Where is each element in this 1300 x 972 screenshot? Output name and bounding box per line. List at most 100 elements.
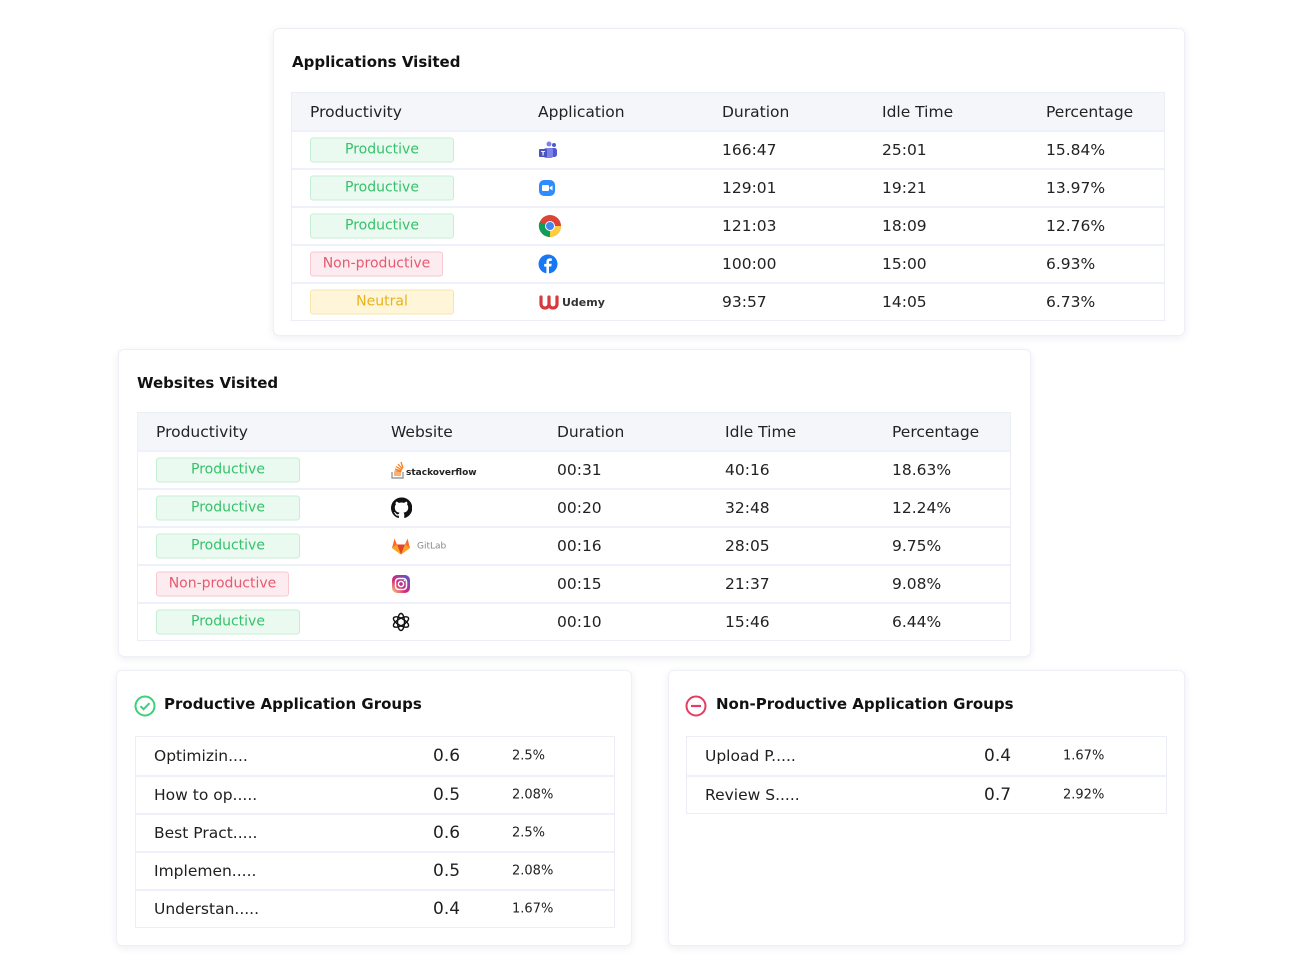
idle-value: 32:48: [725, 499, 770, 517]
productivity-badge: Non-productive: [156, 571, 289, 597]
percentage-value: 9.08%: [892, 575, 942, 593]
idle-value: 21:37: [725, 575, 770, 593]
group-percentage: 1.67%: [512, 901, 554, 917]
idle-value: 14:05: [882, 293, 927, 311]
group-percentage: 2.5%: [512, 825, 546, 841]
group-name: Review S.....: [705, 786, 800, 804]
productivity-badge: Non-productive: [310, 251, 443, 277]
idle-value: 40:16: [725, 461, 770, 479]
productivity-badge: Productive: [156, 609, 300, 635]
column-header: Productivity: [156, 422, 248, 441]
percentage-value: 13.97%: [1046, 179, 1106, 197]
table-row[interactable]: Non-productive 100:00 15:00 6.93%: [292, 244, 1164, 282]
openai-icon: [391, 612, 411, 632]
group-name: Optimizin....: [154, 747, 248, 765]
productivity-badge: Productive: [156, 495, 300, 521]
group-row[interactable]: Optimizin.... 0.6 2.5%: [136, 737, 614, 775]
idle-value: 18:09: [882, 217, 927, 235]
percentage-value: 12.76%: [1046, 217, 1106, 235]
group-name: Best Pract.....: [154, 824, 258, 842]
group-row[interactable]: Implemen..... 0.5 2.08%: [136, 851, 614, 889]
duration-value: 00:31: [557, 461, 602, 479]
duration-value: 93:57: [722, 293, 767, 311]
logo-text: GitLab: [417, 541, 447, 551]
percentage-value: 12.24%: [892, 499, 952, 517]
column-header: Idle Time: [882, 102, 954, 121]
productivity-badge: Productive: [310, 213, 454, 239]
gitlab-icon: GitLab: [391, 537, 446, 556]
duration-value: 100:00: [722, 255, 777, 273]
logo-text: stackoverflow: [406, 468, 477, 478]
percentage-value: 18.63%: [892, 461, 952, 479]
minus-circle-icon: [685, 695, 707, 717]
idle-value: 19:21: [882, 179, 927, 197]
productive-groups-card: Productive Application Groups Optimizin.…: [116, 670, 632, 946]
group-percentage: 1.67%: [1063, 748, 1105, 764]
duration-value: 00:20: [557, 499, 602, 517]
card-title: Productive Application Groups: [164, 695, 422, 713]
productivity-badge: Neutral: [310, 289, 454, 315]
table-row[interactable]: Productive 121:03 18:09 12.76%: [292, 206, 1164, 244]
group-value: 0.5: [433, 785, 461, 805]
table-header: Productivity Website Duration Idle Time Perc…: [138, 413, 1010, 450]
duration-value: 00:15: [557, 575, 602, 593]
idle-value: 15:46: [725, 613, 770, 631]
chrome-icon: [538, 214, 562, 238]
group-row[interactable]: Upload P..... 0.4 1.67%: [687, 737, 1166, 775]
table-row[interactable]: Productive GitLab 00:16 28:05 9.75%: [138, 526, 1010, 564]
column-header: Application: [538, 102, 625, 121]
instagram-icon: [391, 574, 411, 594]
group-row[interactable]: Understan..... 0.4 1.67%: [136, 889, 614, 927]
svg-text:T: T: [541, 151, 546, 158]
group-row[interactable]: Best Pract..... 0.6 2.5%: [136, 813, 614, 851]
teams-icon: T: [538, 141, 558, 159]
table-row[interactable]: Non-productive 00:15 21:37 9.08%: [138, 564, 1010, 602]
stackoverflow-icon: stackoverflow: [391, 461, 477, 479]
group-name: How to op.....: [154, 786, 258, 804]
github-icon: [391, 497, 412, 519]
table-row[interactable]: Productive 129:01 19:21 13.97%: [292, 168, 1164, 206]
group-name: Implemen.....: [154, 862, 257, 880]
column-header: Percentage: [892, 422, 980, 441]
group-value: 0.5: [433, 861, 461, 881]
card-title: Non-Productive Application Groups: [716, 695, 1014, 713]
duration-value: 00:16: [557, 537, 602, 555]
idle-value: 15:00: [882, 255, 927, 273]
productivity-badge: Productive: [310, 137, 454, 163]
idle-value: 25:01: [882, 141, 927, 159]
group-value: 0.4: [433, 899, 461, 919]
websites-table: Productivity Website Duration Idle Time Perc…: [137, 412, 1011, 641]
table-row[interactable]: Productive 00:10 15:46 6.44%: [138, 602, 1010, 640]
group-value: 0.4: [984, 746, 1012, 766]
table-header: Productivity Application Duration Idle Time…: [292, 93, 1164, 130]
udemy-icon: Udemy: [538, 293, 605, 311]
applications-visited-card: Applications Visited Productivity Applica…: [273, 28, 1185, 336]
table-row[interactable]: Productive 00:20 32:48 12.24%: [138, 488, 1010, 526]
check-circle-icon: [134, 695, 156, 717]
table-row[interactable]: Productive T 166:47 25:01 15.84%: [292, 130, 1164, 168]
group-percentage: 2.92%: [1063, 787, 1105, 803]
non-productive-groups-table: Upload P..... 0.4 1.67% Review S..... 0.7 2.9…: [686, 736, 1167, 814]
group-value: 0.7: [984, 785, 1012, 805]
productivity-badge: Productive: [156, 533, 300, 559]
applications-table: Productivity Application Duration Idle Time…: [291, 92, 1165, 321]
card-title: Websites Visited: [137, 374, 279, 392]
group-percentage: 2.5%: [512, 748, 546, 764]
duration-value: 121:03: [722, 217, 777, 235]
idle-value: 28:05: [725, 537, 770, 555]
group-row[interactable]: How to op..... 0.5 2.08%: [136, 775, 614, 813]
logo-text: Udemy: [562, 295, 605, 309]
group-row[interactable]: Review S..... 0.7 2.92%: [687, 775, 1166, 813]
table-row[interactable]: Neutral Udemy 93:57 14:05 6.73%: [292, 282, 1164, 320]
table-row[interactable]: Productive stackoverflow 00:31 40:16 18.63%: [138, 450, 1010, 488]
productivity-badge: Productive: [310, 175, 454, 201]
column-header: Productivity: [310, 102, 402, 121]
productive-groups-table: Optimizin.... 0.6 2.5% How to op..... 0.5 2.0…: [135, 736, 615, 928]
group-percentage: 2.08%: [512, 787, 554, 803]
duration-value: 129:01: [722, 179, 777, 197]
group-name: Upload P.....: [705, 747, 796, 765]
duration-value: 00:10: [557, 613, 602, 631]
percentage-value: 6.93%: [1046, 255, 1096, 273]
zoom-icon: [538, 179, 556, 197]
facebook-icon: [538, 254, 558, 274]
